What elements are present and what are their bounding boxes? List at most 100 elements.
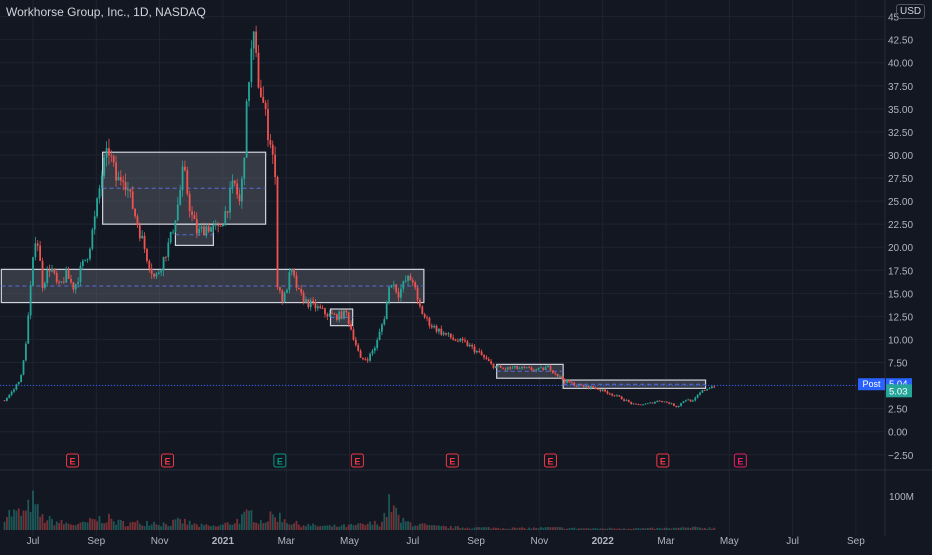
candle-body bbox=[409, 275, 412, 281]
volume-bar bbox=[566, 528, 568, 530]
candle-body bbox=[692, 400, 694, 402]
candle-body bbox=[316, 306, 319, 309]
candle-body bbox=[376, 340, 379, 348]
candle-body bbox=[404, 280, 407, 282]
volume-bar bbox=[471, 528, 474, 530]
volume-bar bbox=[39, 516, 42, 530]
earnings-marker-3[interactable]: E bbox=[350, 453, 364, 468]
candle-body bbox=[556, 373, 559, 377]
volume-bar bbox=[53, 525, 56, 530]
candle-body bbox=[143, 235, 146, 249]
axis-layer[interactable]: 45 42.50 40.00 37.50 35.00 32.50 30.00 27.50 25.… bbox=[27, 13, 914, 547]
candle-body bbox=[205, 226, 208, 236]
volume-bar bbox=[528, 527, 531, 530]
grid-layer bbox=[0, 0, 932, 536]
candle-body bbox=[167, 242, 170, 258]
volume-bar bbox=[402, 517, 405, 530]
volume-bar bbox=[613, 528, 616, 530]
earnings-marker-7[interactable]: E bbox=[733, 453, 747, 468]
volume-bar bbox=[478, 527, 481, 530]
y-tick-label: 42.50 bbox=[888, 36, 913, 47]
volume-bar bbox=[269, 511, 272, 530]
volume-bar bbox=[293, 523, 296, 530]
earnings-marker-4[interactable]: E bbox=[445, 453, 459, 468]
y-tick-label: 35.00 bbox=[888, 105, 913, 116]
candle-body bbox=[601, 389, 604, 391]
candle-body bbox=[549, 365, 552, 371]
candle-body bbox=[122, 180, 125, 182]
volume-bar bbox=[248, 510, 250, 530]
candle-body bbox=[328, 313, 331, 317]
volume-bar bbox=[172, 519, 174, 530]
earnings-marker-6[interactable]: E bbox=[656, 453, 670, 468]
volume-bar bbox=[129, 522, 132, 530]
volume-bar bbox=[65, 522, 68, 530]
volume-bar bbox=[494, 527, 497, 530]
volume-bar bbox=[649, 527, 652, 530]
earnings-marker-box bbox=[161, 453, 175, 468]
candle-body bbox=[566, 380, 568, 383]
volume-bar bbox=[504, 528, 507, 530]
candle-body bbox=[274, 154, 277, 178]
candle-body bbox=[5, 397, 8, 401]
volume-bar bbox=[283, 519, 286, 530]
volume-bar bbox=[93, 519, 96, 530]
candle-body bbox=[509, 367, 512, 369]
volume-bar bbox=[573, 527, 576, 530]
volume-bar bbox=[184, 518, 186, 530]
earnings-marker-2[interactable]: E bbox=[273, 453, 287, 468]
volume-bar bbox=[561, 527, 564, 530]
candle-body bbox=[108, 148, 110, 156]
candle-body bbox=[165, 256, 167, 258]
volume-bar bbox=[51, 519, 53, 530]
volume-bar bbox=[309, 525, 312, 530]
candle-body bbox=[542, 367, 545, 370]
volume-bar bbox=[497, 527, 500, 530]
earnings-marker-0[interactable]: E bbox=[66, 453, 80, 468]
candle-body bbox=[518, 368, 521, 370]
volume-bar bbox=[492, 527, 495, 530]
candle-body bbox=[321, 308, 324, 309]
candle-body bbox=[392, 284, 395, 286]
earnings-marker-box bbox=[66, 453, 80, 468]
volume-bar bbox=[343, 524, 345, 530]
candle-body bbox=[682, 401, 685, 404]
volume-bar bbox=[328, 525, 331, 530]
candle-body bbox=[276, 177, 279, 288]
volume-bar bbox=[620, 528, 623, 530]
volume-bar bbox=[407, 521, 409, 530]
volume-bar bbox=[373, 520, 376, 530]
candle-body bbox=[255, 31, 258, 53]
candle-body bbox=[530, 367, 533, 370]
price-layer bbox=[0, 25, 885, 408]
volume-bar bbox=[663, 527, 666, 530]
candle-body bbox=[224, 211, 227, 225]
volume-bar bbox=[670, 528, 673, 530]
candle-body bbox=[269, 140, 272, 145]
volume-bar bbox=[616, 528, 618, 530]
candle-body bbox=[578, 384, 580, 387]
volume-bar bbox=[86, 522, 89, 530]
volume-bar bbox=[381, 521, 383, 530]
candle-body bbox=[623, 399, 625, 401]
volume-bar bbox=[601, 528, 604, 530]
volume-bar bbox=[354, 525, 357, 530]
earnings-marker-5[interactable]: E bbox=[543, 453, 557, 468]
earnings-marker-box bbox=[656, 453, 670, 468]
candle-body bbox=[105, 148, 108, 158]
currency-badge[interactable]: USD bbox=[896, 4, 926, 19]
volume-bar bbox=[297, 524, 300, 530]
earnings-marker-1[interactable]: E bbox=[161, 453, 175, 468]
volume-bar bbox=[32, 490, 34, 530]
candle-body bbox=[283, 292, 286, 303]
candle-body bbox=[506, 367, 509, 370]
zone-layer[interactable] bbox=[0, 151, 707, 389]
x-tick-label: Sep bbox=[467, 536, 485, 547]
earnings-marker-label: E bbox=[277, 457, 283, 467]
candle-body bbox=[525, 367, 528, 369]
volume-bar bbox=[222, 524, 224, 530]
volume-bar bbox=[525, 529, 528, 530]
